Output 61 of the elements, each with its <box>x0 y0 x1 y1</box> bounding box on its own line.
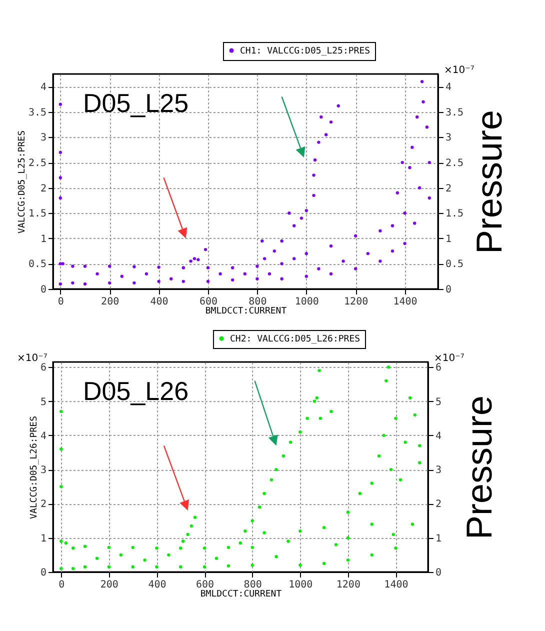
y-axis-title: VALCCG:D05_L25:PRES <box>17 130 28 234</box>
x-tick-label: 800 <box>244 580 262 590</box>
text: ×10⁻⁷ <box>444 65 474 76</box>
y2-tick-label: 1.5 <box>446 208 464 220</box>
text: ×10⁻⁷ <box>434 353 464 364</box>
y-tick-label: 2 <box>40 183 46 194</box>
y-tick-label: 1.5 <box>28 208 46 220</box>
y-tick-label: 3 <box>40 132 46 144</box>
y-tick-label: 5 <box>40 396 46 408</box>
y2-tick-label: 3.5 <box>446 107 464 118</box>
y2-axis-title: Pressure <box>458 395 500 540</box>
y-tick-label: 0 <box>40 568 46 578</box>
y-tick-label: 2 <box>40 499 46 510</box>
x-tick-label: 1000 <box>288 580 313 590</box>
y2-tick-label: 0.5 <box>446 259 464 270</box>
x-tick-label: 600 <box>199 296 218 308</box>
y2-tick-label: 1 <box>446 234 452 245</box>
x-tick-label: 0 <box>58 296 64 308</box>
y2-tick-label: 4 <box>436 430 442 442</box>
y-tick-label: 3 <box>40 465 46 476</box>
y2-tick-label: 0 <box>446 284 452 296</box>
x-tick-label: 1200 <box>344 296 368 308</box>
y2-tick-label: 3 <box>446 132 452 144</box>
y2-tick-label: 2.5 <box>446 158 464 170</box>
y2-tick-label: 2 <box>446 183 452 194</box>
y-tick-label: 3.5 <box>28 107 46 118</box>
y-tick-label: 4 <box>40 430 46 442</box>
x-tick-label: 400 <box>150 296 168 308</box>
legend-label: CH2: VALCCG:D05_L26:PRES <box>230 334 360 344</box>
x-tick-label: 1400 <box>393 296 418 308</box>
y2-tick-label: 0 <box>436 568 442 578</box>
y2-tick-label: 3 <box>436 465 442 476</box>
y-tick-label: 6 <box>40 362 46 374</box>
x-tick-label: 200 <box>100 580 118 590</box>
x-tick-label: 1000 <box>294 296 319 308</box>
y-tick-label: 4 <box>40 82 46 94</box>
annotation: D05_L25 <box>83 88 189 118</box>
y2-tick-label: 2 <box>436 499 442 510</box>
y2-tick-label: 5 <box>436 396 442 408</box>
x-tick-label: 200 <box>101 296 120 308</box>
y-axis-title: VALCCG:D05_L26:PRES <box>29 416 40 519</box>
y-tick-label: 1 <box>40 234 46 245</box>
y2-axis-title: Pressure <box>468 110 510 254</box>
x-axis-title: BMLDCCT:CURRENT <box>200 590 282 600</box>
x-tick-label: 600 <box>196 580 214 590</box>
y-tick-label: 2.5 <box>28 158 46 170</box>
legend-label: CH1: VALCCG:D05_L25:PRES <box>240 46 370 56</box>
y2-tick-label: 1 <box>436 533 442 544</box>
x-axis-title: BMLDCCT:CURRENT <box>205 306 288 316</box>
y2-tick-label: 4 <box>446 82 452 94</box>
x-tick-label: 400 <box>148 580 166 590</box>
annotation: D05_L26 <box>83 376 189 406</box>
x-tick-label: 1200 <box>336 580 360 590</box>
y-tick-label: 0 <box>40 284 46 296</box>
y-tick-label: 1 <box>40 533 46 544</box>
text: ×10⁻⁷ <box>17 353 48 364</box>
x-tick-label: 1400 <box>384 580 408 590</box>
y2-tick-label: 6 <box>436 362 442 374</box>
x-tick-label: 0 <box>58 580 65 590</box>
y-tick-label: 0.5 <box>28 259 46 270</box>
x-tick-label: 800 <box>248 296 267 308</box>
